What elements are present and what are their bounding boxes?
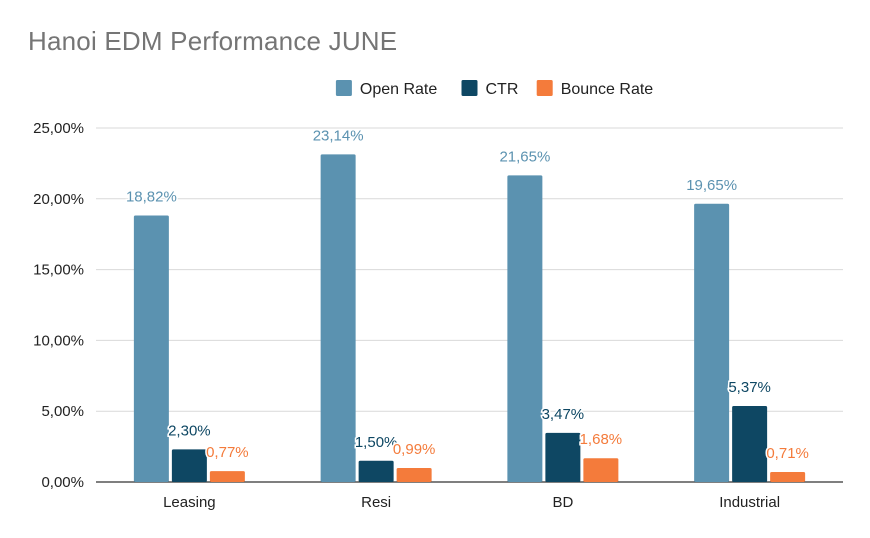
data-label: 5,37%	[728, 379, 771, 396]
legend-label: CTR	[486, 81, 519, 98]
data-label: 1,68%	[580, 431, 623, 448]
bar	[396, 467, 432, 482]
bar	[133, 215, 169, 483]
legend-swatch	[536, 80, 553, 96]
x-tick-label: Resi	[361, 494, 391, 511]
data-label: 2,30%	[168, 422, 211, 439]
data-label: 0,71%	[766, 445, 809, 462]
bar	[770, 471, 806, 482]
x-tick-label: Industrial	[719, 494, 780, 511]
bar	[320, 154, 356, 483]
bar	[545, 432, 581, 482]
bar	[209, 471, 245, 482]
bar	[507, 175, 543, 482]
data-label: 18,82%	[126, 189, 177, 206]
legend-label: Open Rate	[360, 81, 437, 98]
bar	[694, 203, 730, 483]
y-tick-label: 10,00%	[33, 332, 84, 349]
bars-layer	[133, 154, 806, 483]
data-label: 21,65%	[499, 148, 550, 165]
bar	[583, 458, 619, 482]
x-tick-label: BD	[552, 494, 573, 511]
data-label: 0,99%	[393, 441, 436, 458]
data-label: 3,47%	[542, 406, 585, 423]
chart-title: Hanoi EDM Performance JUNE	[28, 26, 398, 56]
data-label: 0,77%	[206, 444, 249, 461]
x-tick-label: Leasing	[163, 494, 216, 511]
y-tick-label: 25,00%	[33, 120, 84, 137]
y-tick-label: 0,00%	[41, 474, 84, 491]
legend-swatch	[461, 80, 478, 96]
y-tick-label: 15,00%	[33, 262, 84, 279]
data-label: 19,65%	[686, 177, 737, 194]
legend-label: Bounce Rate	[561, 81, 654, 98]
y-tick-label: 20,00%	[33, 191, 84, 208]
y-tick-label: 5,00%	[41, 403, 84, 420]
bar	[171, 449, 207, 482]
labels-layer: 0,00% 5,00% 10,00% 15,00% 20,00% 25,00% Leasin…	[33, 120, 810, 511]
data-label: 1,50%	[355, 434, 398, 451]
legend-swatch	[335, 80, 352, 96]
legend: Open Rate CTR Bounce Rate	[335, 80, 654, 98]
bar	[358, 460, 394, 482]
bar	[732, 405, 768, 482]
data-label: 23,14%	[313, 127, 364, 144]
